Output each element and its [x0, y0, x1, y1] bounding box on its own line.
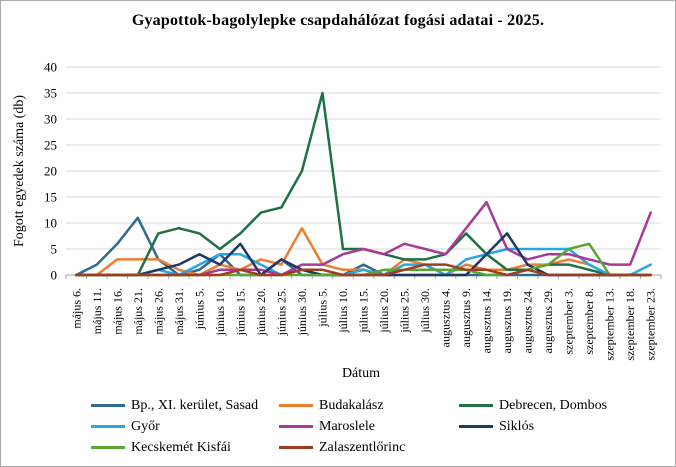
legend-swatch — [91, 404, 125, 407]
legend-item: Kecskemét Kisfái — [91, 440, 279, 456]
plot-area: 0 5 10 15 20 25 30 35 40 május 6. május 11. május 1… — [12, 60, 662, 381]
legend-label: Siklós — [499, 418, 535, 434]
series-lines — [75, 91, 652, 277]
x-tick-label: május 31. — [172, 288, 186, 335]
legend-label: Győr — [131, 418, 160, 434]
x-tick-label: augusztus 14. — [480, 288, 494, 353]
legend-label: Kecskemét Kisfái — [131, 439, 231, 455]
chart-title: Gyapottok-bagolylepke csapdahálózat fogá… — [131, 12, 545, 29]
x-tick-label: május 21. — [131, 288, 145, 335]
series-line-bp-xi-ker-let-sasad — [75, 216, 652, 277]
x-tick-label: május 26. — [151, 288, 165, 335]
x-tick-label: augusztus 24. — [521, 288, 535, 353]
chart-legend: Bp., XI. kerület, Sasad Budakalász Debrece… — [91, 395, 651, 458]
x-tick-label: augusztus 9. — [459, 288, 473, 347]
x-tick-label: szeptember 13. — [603, 288, 617, 361]
legend-swatch — [279, 404, 313, 407]
x-tick-label: május 6. — [69, 288, 83, 329]
x-tick-label: szeptember 3. — [562, 288, 576, 355]
y-tick-label: 10 — [44, 216, 57, 231]
y-tick-label: 20 — [44, 164, 57, 179]
x-tick-label: július 30. — [418, 288, 432, 334]
legend-item: Maroslele — [279, 419, 459, 435]
x-tick-label: május 16. — [110, 288, 124, 335]
gridlines — [66, 66, 661, 250]
legend-item: Debrecen, Dombos — [459, 398, 651, 414]
y-tick-label: 35 — [44, 86, 57, 101]
x-tick-label: szeptember 18. — [623, 288, 637, 361]
legend-item: Zalaszentlőrinc — [279, 440, 459, 456]
legend-label: Debrecen, Dombos — [499, 397, 608, 413]
x-axis-title: Dátum — [342, 366, 380, 381]
legend-swatch — [459, 404, 493, 407]
y-tick-label: 25 — [44, 138, 57, 153]
legend-swatch — [279, 446, 313, 449]
x-tick-label: július 15. — [357, 288, 371, 334]
series-line-gy-r — [75, 247, 652, 277]
x-tick-label: szeptember 23. — [644, 288, 658, 361]
x-tick-label: június 15. — [233, 288, 247, 336]
x-tick-label: május 11. — [90, 288, 104, 334]
y-tick-label: 40 — [44, 60, 57, 75]
x-tick-label: július 10. — [336, 288, 350, 334]
y-tick-label: 15 — [44, 190, 57, 205]
legend-swatch — [91, 425, 125, 428]
x-tick-label: augusztus 29. — [541, 288, 555, 353]
x-tick-label: június 30. — [295, 288, 309, 336]
legend-swatch — [91, 446, 125, 449]
x-tick-label: július 20. — [377, 288, 391, 334]
x-tick-label: július 25. — [398, 288, 412, 334]
legend-item: Siklós — [459, 419, 651, 435]
legend-swatch — [279, 425, 313, 428]
legend-label: Budakalász — [319, 397, 384, 413]
x-tick-label: augusztus 4. — [439, 288, 453, 347]
y-tick-label: 5 — [51, 242, 58, 257]
series-line-debrecen-dombos — [75, 91, 652, 277]
y-tick-label: 30 — [44, 112, 57, 127]
y-tick-label: 0 — [51, 268, 58, 283]
x-tick-label: augusztus 19. — [500, 288, 514, 353]
x-tick-label: június 5. — [192, 288, 206, 330]
axes: 0 5 10 15 20 25 30 35 40 május 6. május 11. május 1… — [44, 60, 662, 361]
x-tick-label: július 5. — [315, 288, 329, 328]
series-line-zalaszentl-rinc — [75, 263, 652, 277]
legend-label: Bp., XI. kerület, Sasad — [131, 397, 259, 413]
x-tick-label: június 25. — [274, 288, 288, 336]
legend-label: Zalaszentlőrinc — [319, 439, 406, 455]
legend-label: Maroslele — [319, 418, 375, 434]
legend-item: Győr — [91, 419, 279, 435]
y-axis-title: Fogott egyedek száma (db) — [12, 95, 27, 247]
legend-item: Budakalász — [279, 398, 459, 414]
x-tick-label: június 10. — [213, 288, 227, 336]
x-tick-label: június 20. — [254, 288, 268, 336]
x-tick-label: szeptember 8. — [582, 288, 596, 355]
legend-swatch — [459, 425, 493, 428]
legend-item: Bp., XI. kerület, Sasad — [91, 398, 279, 414]
